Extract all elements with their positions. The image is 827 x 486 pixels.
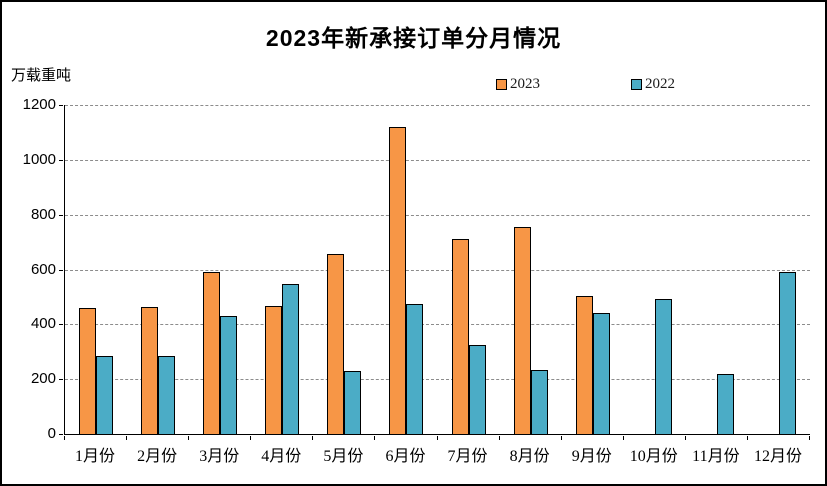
legend-swatch-2023-icon bbox=[496, 79, 507, 90]
bar-2023-1月份 bbox=[79, 307, 97, 434]
y-tick-label-600: 600 bbox=[30, 260, 56, 278]
bar-2022-12月份 bbox=[778, 272, 796, 434]
legend-item-2022: 2022 bbox=[631, 76, 675, 93]
x-tick-mark-4 bbox=[312, 435, 314, 440]
x-tick-mark-7 bbox=[498, 435, 500, 440]
x-category-label-4月份: 4月份 bbox=[261, 448, 302, 465]
plot-area bbox=[64, 105, 810, 435]
bar-2023-7月份 bbox=[451, 239, 469, 434]
x-category-label-5月份: 5月份 bbox=[323, 448, 364, 465]
x-category-label-12月份: 12月份 bbox=[753, 448, 802, 465]
chart-title: 2023年新承接订单分月情况 bbox=[265, 25, 562, 51]
x-tick-mark-8 bbox=[560, 435, 562, 440]
bar-2023-2月份 bbox=[141, 306, 159, 434]
gridline-400 bbox=[65, 324, 810, 326]
y-tick-label-0: 0 bbox=[47, 425, 56, 442]
x-tick-mark-2 bbox=[188, 435, 190, 440]
x-category-label-6月份: 6月份 bbox=[385, 448, 426, 465]
x-tick-mark-6 bbox=[436, 435, 438, 440]
bar-2022-2月份 bbox=[158, 356, 176, 434]
gridline-800 bbox=[65, 214, 810, 216]
y-tick-label-200: 200 bbox=[30, 370, 56, 388]
x-tick-mark-9 bbox=[622, 435, 624, 440]
y-tick-mark-800 bbox=[59, 214, 63, 216]
y-tick-mark-1000 bbox=[59, 159, 63, 161]
x-category-label-1月份: 1月份 bbox=[75, 448, 116, 465]
bar-2022-11月份 bbox=[716, 373, 734, 434]
bar-2022-8月份 bbox=[530, 370, 548, 434]
x-category-label-2月份: 2月份 bbox=[137, 448, 178, 465]
bar-2023-6月份 bbox=[389, 126, 407, 434]
x-tick-mark-1 bbox=[126, 435, 128, 440]
x-tick-mark-3 bbox=[250, 435, 252, 440]
legend-label-2022: 2022 bbox=[645, 76, 675, 92]
gridline-1000 bbox=[65, 159, 810, 161]
x-category-label-9月份: 9月份 bbox=[571, 448, 612, 465]
bar-2022-6月份 bbox=[406, 303, 424, 434]
bar-2022-3月份 bbox=[220, 316, 238, 434]
y-tick-mark-200 bbox=[59, 379, 63, 381]
x-tick-mark-0 bbox=[64, 435, 65, 440]
bar-2022-4月份 bbox=[282, 284, 300, 434]
y-tick-mark-1200 bbox=[59, 105, 63, 106]
bar-2022-1月份 bbox=[96, 356, 114, 434]
y-tick-label-1000: 1000 bbox=[22, 150, 56, 168]
bar-2022-5月份 bbox=[344, 371, 362, 434]
bar-2023-4月份 bbox=[265, 306, 283, 434]
gridline-1200 bbox=[65, 105, 810, 106]
x-category-label-8月份: 8月份 bbox=[509, 448, 550, 465]
y-tick-label-800: 800 bbox=[30, 205, 56, 223]
x-tick-mark-5 bbox=[374, 435, 376, 440]
x-tick-mark-11 bbox=[746, 435, 748, 440]
x-category-label-10月份: 10月份 bbox=[629, 448, 678, 465]
x-category-label-3月份: 3月份 bbox=[199, 448, 240, 465]
x-category-label-11月份: 11月份 bbox=[692, 448, 740, 465]
bar-2023-5月份 bbox=[327, 253, 345, 434]
bar-2022-7月份 bbox=[468, 344, 486, 434]
gridline-600 bbox=[65, 269, 810, 271]
x-tick-mark-10 bbox=[684, 435, 686, 440]
bar-2022-9月份 bbox=[592, 313, 610, 434]
y-tick-mark-400 bbox=[59, 324, 63, 326]
y-tick-mark-600 bbox=[59, 269, 63, 271]
gridline-200 bbox=[65, 379, 810, 381]
legend-label-2023: 2023 bbox=[510, 76, 540, 92]
y-tick-label-1200: 1200 bbox=[22, 96, 56, 113]
y-tick-mark-0 bbox=[59, 434, 63, 435]
x-category-label-7月份: 7月份 bbox=[447, 448, 488, 465]
legend-item-2023: 2023 bbox=[496, 76, 540, 93]
x-tick-mark-12 bbox=[809, 435, 810, 440]
bar-2023-8月份 bbox=[513, 226, 531, 434]
y-axis-unit-label: 万载重吨 bbox=[11, 67, 72, 84]
legend-swatch-2022-icon bbox=[631, 79, 642, 90]
bar-2022-10月份 bbox=[654, 298, 672, 434]
bar-2023-3月份 bbox=[203, 272, 221, 434]
y-tick-label-400: 400 bbox=[30, 315, 56, 333]
bar-2023-9月份 bbox=[575, 296, 593, 434]
